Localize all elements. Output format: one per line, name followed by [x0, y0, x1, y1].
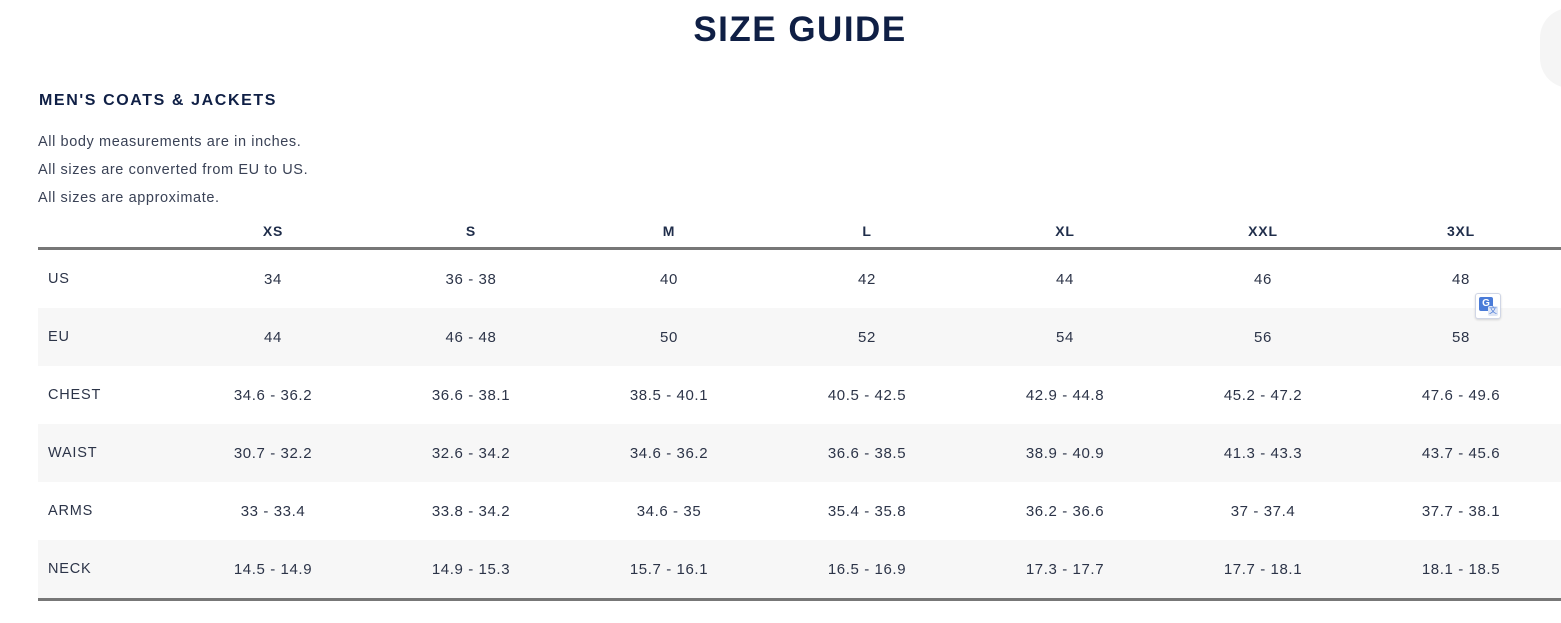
table-row-neck: NECK 14.5 - 14.9 14.9 - 15.3 15.7 - 16.1… [38, 540, 1561, 601]
google-translate-icon[interactable]: G 文 [1475, 293, 1501, 319]
size-header-xl: XL [1055, 222, 1075, 239]
measurement-notes: All body measurements are in inches. All… [38, 128, 308, 212]
table-cell: 50 [660, 328, 678, 346]
row-label: NECK [48, 561, 92, 577]
table-row-eu: EU 44 46 - 48 50 52 54 56 58 [38, 308, 1561, 366]
table-cell: 36 - 38 [445, 270, 497, 288]
row-label: US [48, 271, 70, 287]
table-cell: 45.2 - 47.2 [1223, 386, 1303, 404]
table-cell: 30.7 - 32.2 [233, 444, 313, 462]
size-header-s: S [465, 222, 477, 239]
table-cell: 40.5 - 42.5 [827, 386, 907, 404]
row-label: WAIST [48, 445, 98, 461]
translate-lang-glyph: 文 [1488, 306, 1498, 316]
table-cell: 43.7 - 45.6 [1421, 444, 1501, 462]
note-item: All sizes are converted from EU to US. [38, 162, 309, 178]
page-title: SIZE GUIDE [693, 10, 907, 49]
table-cell: 34.6 - 36.2 [233, 386, 313, 404]
table-cell: 46 - 48 [445, 328, 497, 346]
table-cell: 35.4 - 35.8 [827, 502, 907, 520]
note-item: All body measurements are in inches. [38, 134, 302, 150]
table-cell: 38.5 - 40.1 [629, 386, 709, 404]
table-cell: 42 [858, 270, 876, 288]
size-header-row: XS S M L XL XXL 3XL [38, 214, 1561, 250]
table-cell: 40 [660, 270, 678, 288]
table-cell: 18.1 - 18.5 [1421, 560, 1501, 578]
table-cell: 38.9 - 40.9 [1025, 444, 1105, 462]
table-cell: 44 [1056, 270, 1074, 288]
table-cell: 37.7 - 38.1 [1421, 502, 1501, 520]
table-row-us: US 34 36 - 38 40 42 44 46 48 [38, 250, 1561, 308]
table-cell: 17.3 - 17.7 [1025, 560, 1105, 578]
table-row-arms: ARMS 33 - 33.4 33.8 - 34.2 34.6 - 35 35.… [38, 482, 1561, 540]
table-cell: 42.9 - 44.8 [1025, 386, 1105, 404]
table-cell: 58 [1452, 328, 1470, 346]
table-cell: 48 [1452, 270, 1470, 288]
row-label: CHEST [48, 387, 102, 403]
row-label: ARMS [48, 503, 94, 519]
edge-decoration [1540, 8, 1561, 88]
table-cell: 34 [264, 270, 282, 288]
table-row-chest: CHEST 34.6 - 36.2 36.6 - 38.1 38.5 - 40.… [38, 366, 1561, 424]
size-header-l: L [862, 222, 872, 239]
table-cell: 34.6 - 35 [636, 502, 702, 520]
row-label: EU [48, 329, 70, 345]
section-title: MEN'S COATS & JACKETS [39, 92, 278, 109]
table-cell: 36.2 - 36.6 [1025, 502, 1105, 520]
table-cell: 37 - 37.4 [1230, 502, 1296, 520]
size-header-m: M [662, 222, 676, 239]
table-cell: 36.6 - 38.5 [827, 444, 907, 462]
table-cell: 33.8 - 34.2 [431, 502, 511, 520]
table-cell: 46 [1254, 270, 1272, 288]
note-item: All sizes are approximate. [38, 190, 220, 206]
table-cell: 44 [264, 328, 282, 346]
size-header-3xl: 3XL [1446, 222, 1476, 239]
table-cell: 17.7 - 18.1 [1223, 560, 1303, 578]
table-cell: 15.7 - 16.1 [629, 560, 709, 578]
table-cell: 47.6 - 49.6 [1421, 386, 1501, 404]
table-cell: 54 [1056, 328, 1074, 346]
table-cell: 41.3 - 43.3 [1223, 444, 1303, 462]
size-header-xxl: XXL [1248, 222, 1278, 239]
table-cell: 52 [858, 328, 876, 346]
table-cell: 34.6 - 36.2 [629, 444, 709, 462]
table-cell: 32.6 - 34.2 [431, 444, 511, 462]
size-table: XS S M L XL XXL 3XL US 34 36 - 38 40 42 … [38, 214, 1561, 601]
table-row-waist: WAIST 30.7 - 32.2 32.6 - 34.2 34.6 - 36.… [38, 424, 1561, 482]
size-header-xs: XS [262, 222, 284, 239]
table-cell: 36.6 - 38.1 [431, 386, 511, 404]
table-cell: 16.5 - 16.9 [827, 560, 907, 578]
table-cell: 33 - 33.4 [240, 502, 306, 520]
table-cell: 14.9 - 15.3 [431, 560, 511, 578]
table-cell: 56 [1254, 328, 1272, 346]
table-cell: 14.5 - 14.9 [233, 560, 313, 578]
